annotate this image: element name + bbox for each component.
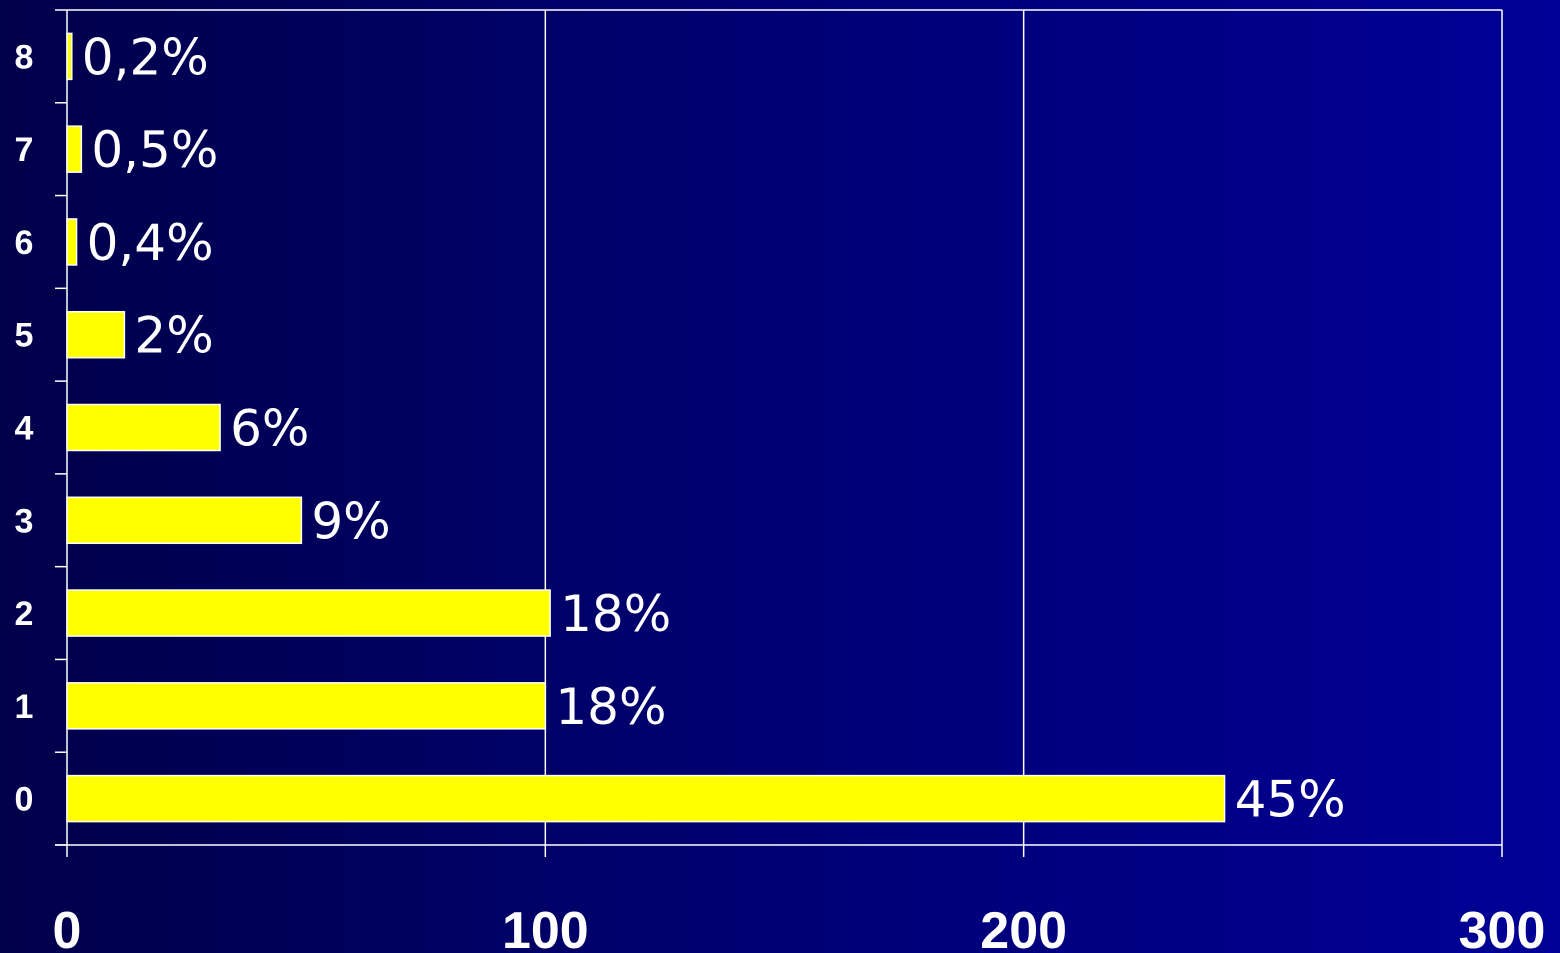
data-label-6: 0,4%: [87, 214, 214, 272]
data-label-5: 2%: [134, 307, 213, 365]
y-category-label-8: 8: [15, 38, 34, 76]
bar-7: [66, 125, 83, 173]
data-label-1: 18%: [555, 678, 666, 736]
bar-5: [66, 310, 126, 359]
y-category-label-4: 4: [15, 410, 34, 448]
labels: 0 100 200 300 0 45% 1 18% 2 18% 3 9% 4 6% 5 2% 6 0,4% 7 0,5…: [15, 28, 1546, 953]
data-label-7: 0,5%: [91, 121, 218, 179]
x-tick-label-300: 300: [1459, 902, 1546, 953]
y-category-label-0: 0: [15, 781, 34, 819]
x-tick-label-100: 100: [502, 902, 589, 953]
data-label-4: 6%: [230, 400, 309, 458]
bar-1: [66, 682, 547, 730]
y-category-label-7: 7: [15, 131, 34, 169]
y-category-label-3: 3: [15, 502, 34, 540]
bar-2: [66, 589, 551, 637]
bars: [66, 32, 1226, 823]
y-category-label-1: 1: [15, 688, 34, 726]
data-label-0: 45%: [1235, 771, 1346, 829]
bar-3: [66, 496, 303, 545]
x-tick-label-0: 0: [53, 902, 82, 953]
y-category-label-6: 6: [15, 224, 34, 262]
data-label-3: 9%: [311, 492, 390, 550]
y-category-label-2: 2: [15, 595, 34, 633]
bar-4: [66, 403, 221, 452]
bar-6: [66, 218, 78, 266]
data-label-8: 0,2%: [82, 28, 209, 86]
data-label-2: 18%: [560, 585, 671, 643]
y-category-label-5: 5: [15, 317, 34, 355]
x-tick-label-200: 200: [980, 902, 1067, 953]
bar-0: [66, 774, 1226, 823]
bar-8: [66, 32, 73, 81]
